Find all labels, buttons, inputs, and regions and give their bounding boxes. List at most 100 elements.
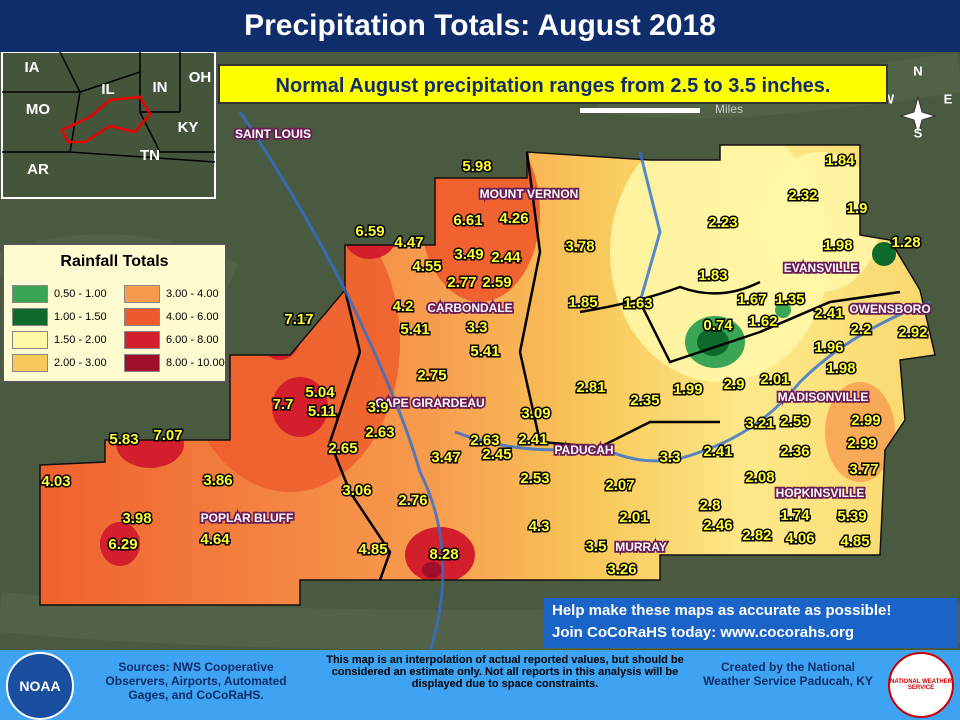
rainfall-total: 3.98 bbox=[122, 510, 151, 527]
legend-swatch bbox=[124, 354, 160, 372]
city-label: MADISONVILLE bbox=[778, 390, 869, 404]
city-label: MOUNT VERNON bbox=[480, 187, 579, 201]
rainfall-total: 5.04 bbox=[305, 384, 335, 401]
rainfall-total: 3.09 bbox=[521, 405, 550, 422]
rainfall-total: 4.47 bbox=[394, 234, 423, 251]
rainfall-total: 6.29 bbox=[108, 536, 137, 553]
rainfall-total: 3.06 bbox=[342, 482, 371, 499]
city-label: CAPE GIRARDEAU bbox=[375, 396, 484, 410]
title: Precipitation Totals: August 2018 bbox=[0, 0, 960, 52]
rainfall-total: 4.3 bbox=[529, 518, 550, 535]
city-label: POPLAR BLUFF bbox=[201, 511, 294, 525]
rainfall-total: 2.63 bbox=[470, 432, 499, 449]
city-label: CARBONDALE bbox=[427, 301, 512, 315]
cta-line: Help make these maps as accurate as poss… bbox=[552, 602, 892, 619]
legend-item: 0.50 - 1.00 bbox=[12, 285, 107, 303]
rainfall-total: 1.99 bbox=[673, 381, 702, 398]
rainfall-total: 2.01 bbox=[619, 509, 648, 526]
rainfall-total: 2.32 bbox=[788, 187, 817, 204]
rainfall-total: 4.03 bbox=[41, 473, 70, 490]
rainfall-total: 7.07 bbox=[153, 427, 182, 444]
legend-label: 3.00 - 4.00 bbox=[166, 288, 219, 300]
rainfall-total: 1.63 bbox=[623, 295, 652, 312]
rainfall-total: 3.21 bbox=[745, 415, 774, 432]
disclaimer: This map is an interpolation of actual r… bbox=[326, 654, 684, 690]
legend-swatch bbox=[124, 331, 160, 349]
rainfall-total: 2.46 bbox=[703, 517, 732, 534]
city-label: HOPKINSVILLE bbox=[776, 486, 865, 500]
rainfall-total: 2.59 bbox=[482, 274, 511, 291]
rainfall-total: 2.07 bbox=[605, 477, 634, 494]
compass-letter: E bbox=[944, 91, 953, 106]
city-label: MURRAY bbox=[615, 540, 667, 554]
rainfall-total: 2.99 bbox=[847, 435, 876, 452]
rainfall-total: 2.23 bbox=[708, 214, 737, 231]
legend-item: 1.50 - 2.00 bbox=[12, 331, 107, 349]
rainfall-total: 3.5 bbox=[586, 538, 607, 555]
inset-map: IA IL IN OH MO KY AR TN bbox=[1, 52, 216, 199]
rainfall-total: 2.99 bbox=[851, 412, 880, 429]
state-label: MO bbox=[26, 101, 50, 118]
state-borders bbox=[328, 151, 901, 581]
rainfall-total: 4.26 bbox=[499, 210, 528, 227]
rainfall-total: 2.41 bbox=[814, 305, 843, 322]
rainfall-total: 4.64 bbox=[200, 531, 230, 548]
rainfall-total: 1.85 bbox=[568, 294, 597, 311]
state-label: IN bbox=[153, 79, 168, 96]
rainfall-total: 2.77 bbox=[447, 274, 476, 291]
rainfall-total: 7.17 bbox=[284, 311, 313, 328]
state-label: IL bbox=[101, 81, 114, 98]
rainfall-total: 5.41 bbox=[470, 343, 499, 360]
sources: Sources: NWS Cooperative Observers, Airp… bbox=[105, 660, 287, 702]
cta-line: Join CoCoRaHS today: www.cocorahs.org bbox=[552, 624, 854, 641]
noaa-logo: NOAA bbox=[6, 652, 74, 720]
rainfall-total: 1.74 bbox=[780, 507, 810, 524]
rainfall-total: 3.49 bbox=[454, 246, 483, 263]
legend-item: 4.00 - 6.00 bbox=[124, 308, 219, 326]
credit: Created by the National Weather Service … bbox=[703, 660, 873, 688]
rainfall-total: 2.45 bbox=[482, 446, 511, 463]
map: IA IL IN OH MO KY AR TN Miles MOUNT VERNON CARBO… bbox=[0, 52, 960, 650]
rainfall-total: 2.41 bbox=[703, 443, 732, 460]
legend-label: 4.00 - 6.00 bbox=[166, 311, 219, 323]
rainfall-total: 1.98 bbox=[826, 360, 855, 377]
legend-item: 1.00 - 1.50 bbox=[12, 308, 107, 326]
legend-item: 8.00 - 10.00 bbox=[124, 354, 225, 372]
rainfall-total: 4.85 bbox=[840, 533, 869, 550]
state-label: TN bbox=[140, 147, 160, 164]
rainfall-total: 2.65 bbox=[328, 440, 357, 457]
rainfall-total: 2.35 bbox=[630, 392, 659, 409]
rainfall-total: 2.44 bbox=[491, 249, 521, 266]
legend: Rainfall Totals 0.50 - 1.00 1.00 - 1.50 1.… bbox=[2, 243, 227, 383]
state-label: IA bbox=[25, 59, 40, 76]
rainfall-total: 5.98 bbox=[462, 158, 491, 175]
rainfall-total: 1.83 bbox=[698, 267, 727, 284]
legend-label: 1.00 - 1.50 bbox=[54, 311, 107, 323]
rainfall-total: 2.36 bbox=[780, 443, 809, 460]
legend-label: 0.50 - 1.00 bbox=[54, 288, 107, 300]
rivers-highways bbox=[238, 111, 931, 650]
compass-letter: S bbox=[914, 125, 923, 140]
rainfall-total: 2.2 bbox=[851, 321, 872, 338]
rainfall-total: 2.63 bbox=[365, 424, 394, 441]
rainfall-total: 5.83 bbox=[109, 431, 138, 448]
state-label: KY bbox=[178, 119, 199, 136]
rainfall-total: 4.85 bbox=[358, 541, 387, 558]
legend-swatch bbox=[12, 331, 48, 349]
rainfall-total: 2.8 bbox=[700, 497, 721, 514]
rainfall-total: 1.9 bbox=[847, 200, 868, 217]
city-label: PADUCAH bbox=[554, 443, 613, 457]
rainfall-total: 3.77 bbox=[849, 461, 878, 478]
legend-item: 6.00 - 8.00 bbox=[124, 331, 219, 349]
rainfall-total: 1.35 bbox=[775, 291, 804, 308]
legend-label: 8.00 - 10.00 bbox=[166, 357, 225, 369]
rainfall-total: 2.92 bbox=[898, 324, 927, 341]
rainfall-total: 2.75 bbox=[417, 367, 446, 384]
state-label: AR bbox=[27, 161, 49, 178]
rainfall-total: 2.81 bbox=[576, 379, 605, 396]
legend-label: 6.00 - 8.00 bbox=[166, 334, 219, 346]
rainfall-total: 3.3 bbox=[467, 319, 488, 336]
rainfall-total: 1.28 bbox=[891, 234, 920, 251]
normal-note: Normal August precipitation ranges from … bbox=[218, 64, 888, 104]
rainfall-total: 2.53 bbox=[520, 470, 549, 487]
